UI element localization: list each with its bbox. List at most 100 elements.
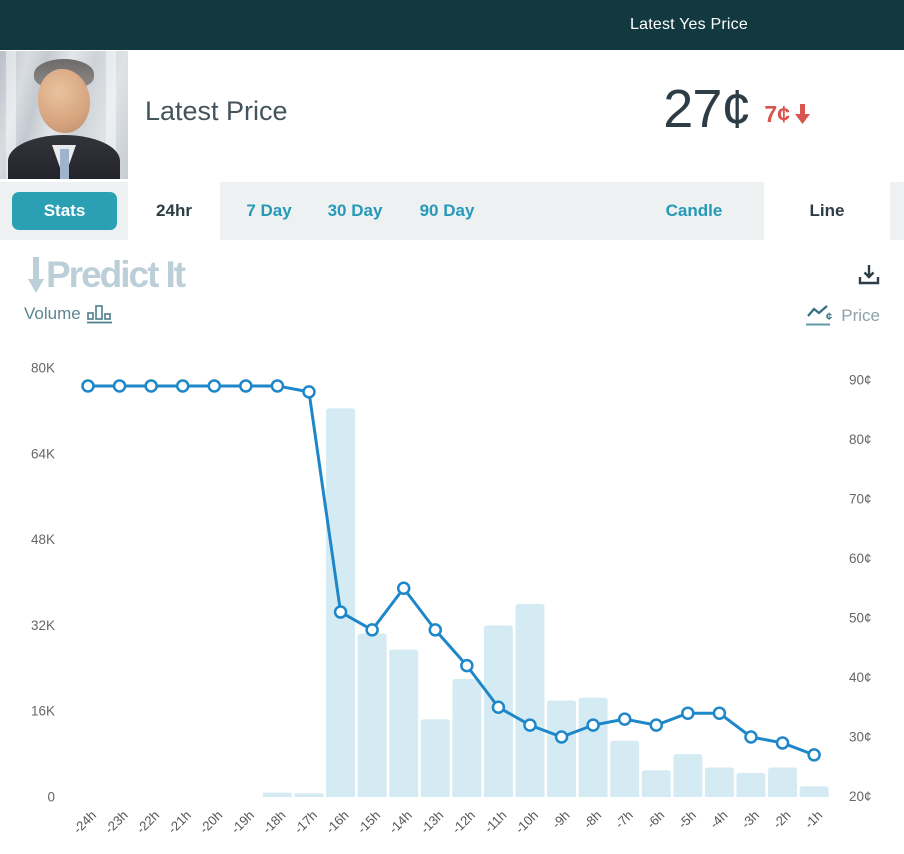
left-axis-tick: 48K: [31, 532, 55, 547]
x-axis-tick: -5h: [675, 808, 699, 832]
left-axis-tick: 0: [47, 790, 55, 805]
volume-bar[interactable]: [768, 767, 798, 797]
price-point[interactable]: [617, 712, 632, 726]
chart-toolbar: Stats 24hr 7 Day 30 Day 90 Day Candle Li…: [0, 182, 904, 240]
x-axis-tick: -22h: [133, 808, 162, 837]
price-point[interactable]: [681, 706, 695, 720]
price-point[interactable]: [270, 379, 285, 393]
price-point[interactable]: [744, 730, 758, 744]
price-point[interactable]: [112, 379, 127, 393]
volume-bar[interactable]: [673, 754, 703, 797]
volume-bar[interactable]: [262, 792, 292, 797]
volume-bar[interactable]: [704, 767, 734, 797]
volume-bar[interactable]: [610, 740, 640, 797]
line-chart-cent-icon: ¢: [806, 305, 832, 326]
price-points: [81, 379, 821, 762]
tab-90day[interactable]: 90 Day: [419, 201, 475, 220]
right-axis-tick: 80¢: [849, 432, 872, 447]
price-point[interactable]: [460, 658, 474, 673]
price-volume-chart[interactable]: 80K 64K 48K 32K 16K 0 90¢ 80¢ 70¢ 60¢ 50¢ 40¢ 30¢ 20¢…: [0, 340, 904, 854]
x-axis-tick: -21h: [165, 808, 194, 837]
left-axis-tick: 32K: [31, 618, 55, 633]
price-point[interactable]: [491, 700, 506, 714]
x-axis-tick: -15h: [354, 808, 383, 837]
logo-text-1: Predict: [46, 254, 159, 295]
right-axis-tick: 20¢: [849, 789, 872, 804]
x-axis-tick: -8h: [580, 808, 604, 832]
left-axis-tick: 80K: [31, 361, 55, 376]
x-axis-tick: -4h: [707, 808, 731, 832]
bar-chart-icon: [86, 305, 112, 324]
price-point[interactable]: [775, 736, 790, 750]
price-point[interactable]: [333, 605, 348, 619]
price-point[interactable]: [428, 623, 443, 637]
price-point[interactable]: [807, 748, 821, 762]
x-axis-tick: -17h: [291, 808, 320, 837]
price-point[interactable]: [365, 623, 379, 637]
volume-bar[interactable]: [452, 679, 482, 797]
volume-bar[interactable]: [736, 772, 766, 797]
right-axis-tick: 50¢: [849, 611, 872, 626]
down-arrow-icon: [28, 257, 44, 293]
right-axis-tick: 90¢: [849, 373, 872, 388]
top-bar: Latest Yes Price: [0, 0, 904, 50]
volume-bar[interactable]: [799, 786, 829, 797]
volume-bar[interactable]: [294, 793, 324, 797]
price-point[interactable]: [649, 718, 664, 732]
right-axis-labels: 90¢ 80¢ 70¢ 60¢ 50¢ 40¢ 30¢ 20¢: [849, 373, 872, 805]
x-axis-tick: -19h: [228, 808, 257, 837]
price-point[interactable]: [586, 718, 600, 732]
stats-button[interactable]: Stats: [12, 192, 117, 230]
x-axis-tick: -14h: [386, 808, 415, 837]
volume-bar[interactable]: [578, 697, 608, 797]
tab-24hr[interactable]: 24hr: [128, 182, 220, 240]
volume-bars: [262, 408, 829, 797]
logo-text-2: It: [165, 254, 186, 295]
right-axis-tick: 60¢: [849, 551, 872, 566]
x-axis-tick: -3h: [738, 808, 762, 832]
price-point[interactable]: [302, 385, 316, 399]
x-axis-tick: -23h: [102, 808, 131, 837]
avatar: [0, 51, 128, 179]
price-point[interactable]: [523, 718, 537, 732]
left-axis-labels: 80K 64K 48K 32K 16K 0: [31, 361, 55, 805]
x-axis-tick: -10h: [512, 808, 541, 837]
tab-line[interactable]: Line: [764, 182, 890, 240]
price-point[interactable]: [554, 730, 569, 744]
price-point[interactable]: [239, 379, 253, 393]
tab-candle[interactable]: Candle: [665, 201, 723, 220]
volume-bar[interactable]: [515, 603, 545, 797]
volume-bar[interactable]: [641, 770, 671, 797]
price-point[interactable]: [144, 379, 158, 393]
x-axis-tick: -12h: [449, 808, 478, 837]
price-point[interactable]: [175, 379, 190, 393]
price-point[interactable]: [396, 581, 411, 595]
right-axis-tick: 70¢: [849, 492, 872, 507]
price-point[interactable]: [712, 706, 727, 720]
avatar-tie: [60, 149, 69, 179]
volume-bar[interactable]: [357, 633, 387, 797]
price-point[interactable]: [81, 379, 95, 393]
volume-legend-toggle[interactable]: Volume: [24, 304, 113, 324]
latest-price-block: 27¢ 7¢: [663, 78, 812, 140]
price-point[interactable]: [207, 379, 222, 393]
price-legend-toggle[interactable]: ¢ Price: [806, 304, 880, 326]
volume-bar[interactable]: [420, 719, 450, 797]
tab-7day[interactable]: 7 Day: [246, 201, 292, 220]
price-legend-label: Price: [841, 306, 880, 325]
x-axis-tick: -9h: [549, 808, 573, 832]
left-axis-tick: 16K: [31, 704, 55, 719]
x-axis-tick: -1h: [801, 808, 825, 832]
right-axis-tick: 40¢: [849, 670, 872, 685]
volume-bar[interactable]: [389, 649, 419, 797]
x-axis-tick: -2h: [770, 808, 794, 832]
chart-area: Predict It Volume ¢ Price 80K 64K 48K 32K 16…: [0, 240, 904, 854]
arrow-down-icon: [795, 104, 810, 124]
svg-text:¢: ¢: [826, 311, 832, 323]
predictit-watermark-logo: Predict It: [28, 254, 186, 296]
x-axis-tick: -20h: [196, 808, 225, 837]
tab-30day[interactable]: 30 Day: [327, 201, 383, 220]
market-header: Latest Price 27¢ 7¢: [0, 50, 904, 182]
download-icon[interactable]: [856, 262, 882, 288]
volume-bar[interactable]: [547, 700, 577, 797]
